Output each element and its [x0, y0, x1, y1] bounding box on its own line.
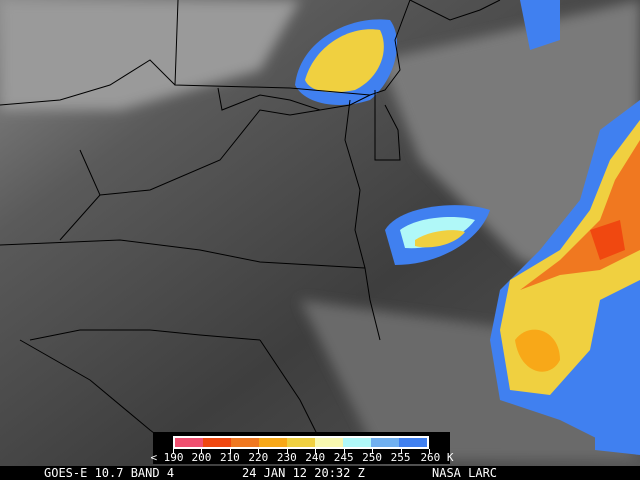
legend-tick: [372, 449, 374, 454]
legend-swatch: [203, 438, 231, 447]
legend-tick-label: 220: [248, 451, 269, 464]
legend-tick-label: 260 K: [420, 451, 454, 464]
legend-tick-label: 245: [333, 451, 354, 464]
legend-tick-label: 255: [390, 451, 411, 464]
legend-tick: [400, 449, 402, 454]
legend-swatch: [287, 438, 315, 447]
temperature-legend: < 190 200 210 220 230 240 245 250 255 260 K: [150, 432, 454, 464]
legend-tick-label: 200: [191, 451, 212, 464]
legend-tick-label: < 190: [150, 451, 184, 464]
legend-tick-label: 250: [362, 451, 383, 464]
legend-swatch: [343, 438, 371, 447]
legend-tick: [315, 449, 317, 454]
legend-swatch: [175, 438, 203, 447]
credit-label: NASA LARC: [432, 466, 498, 480]
legend-swatch: [399, 438, 427, 447]
legend-tick-label: 210: [219, 451, 240, 464]
legend-swatch: [231, 438, 259, 447]
legend-tick: [429, 449, 430, 454]
legend-tick-label: 240: [305, 451, 326, 464]
legend-tick: [229, 449, 231, 454]
legend-tick: [258, 449, 260, 454]
legend-tick: [286, 449, 288, 454]
legend-tick: [343, 449, 345, 454]
image-caption: GOES-E 10.7 BAND 4 24 JAN 12 20:32 Z NAS…: [0, 466, 640, 480]
legend-tick: [173, 449, 174, 454]
cold-cloud-tops: [295, 0, 640, 455]
legend-swatch: [315, 438, 343, 447]
legend-swatch: [371, 438, 399, 447]
legend-tick-label: 230: [276, 451, 297, 464]
observation-datetime: 24 JAN 12 20:32 Z: [242, 466, 365, 480]
legend-tick: [201, 449, 203, 454]
color-scale-bar: [173, 436, 429, 449]
satellite-band-label: GOES-E 10.7 BAND 4: [44, 466, 175, 480]
infrared-satellite-map: [0, 0, 640, 468]
legend-swatch: [259, 438, 287, 447]
